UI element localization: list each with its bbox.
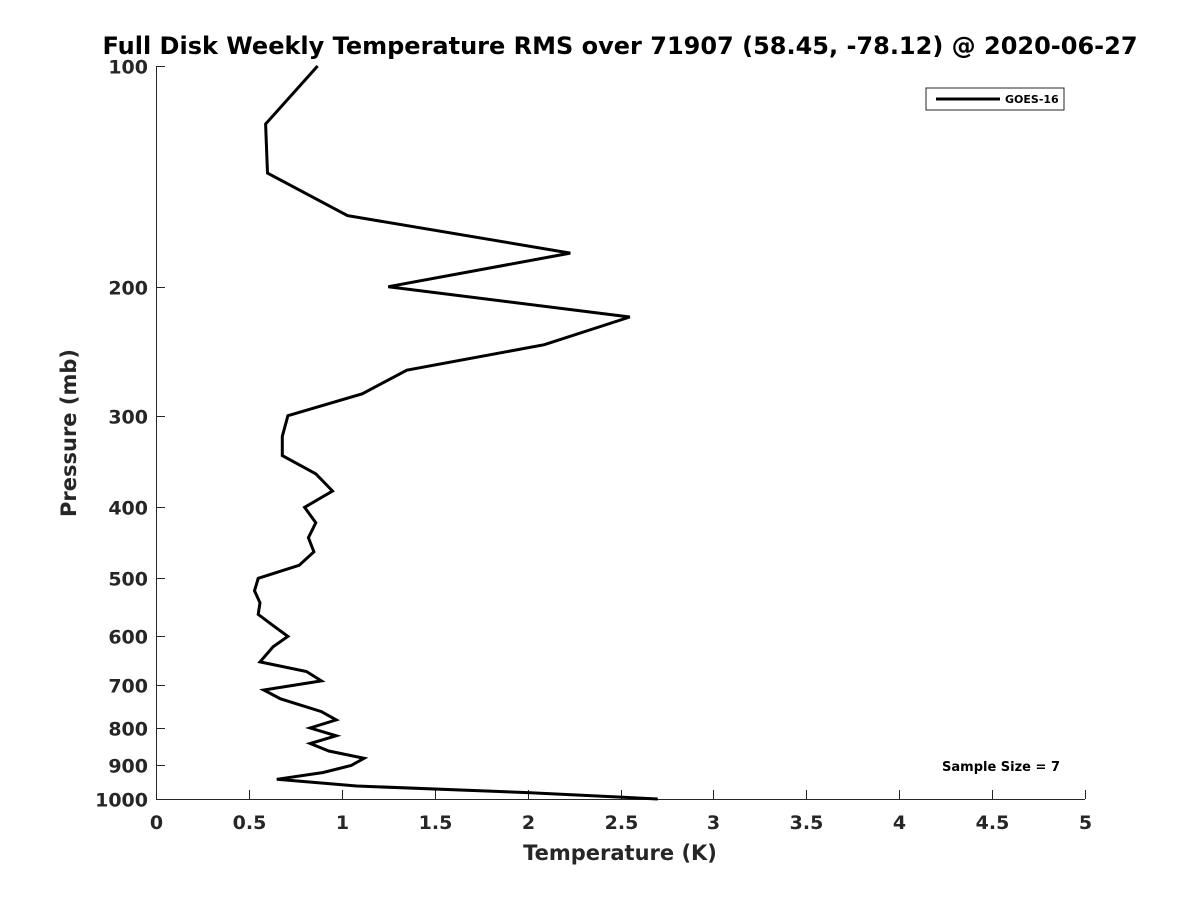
x-tick-label: 1.5 <box>419 812 453 834</box>
x-tick-label: 1 <box>336 812 349 834</box>
y-tick-label: 700 <box>108 676 148 698</box>
x-tick-label: 0.5 <box>233 812 267 834</box>
series-line-goes-16 <box>252 64 658 801</box>
x-tick-label: 4 <box>893 812 906 834</box>
y-axis-label: Pressure (mb) <box>57 349 81 517</box>
x-tick-label: 0 <box>150 812 163 834</box>
y-tick-label: 300 <box>108 407 148 429</box>
y-tick-label: 400 <box>108 498 148 520</box>
y-tick-label: 1000 <box>95 790 148 812</box>
x-tick-label: 3.5 <box>790 812 824 834</box>
x-tick-label: 4.5 <box>976 812 1010 834</box>
y-ticks: 100 200 300 400 500 600 700 800 900 1000 <box>95 57 165 812</box>
y-tick-label: 100 <box>108 57 148 79</box>
axes <box>156 66 1085 800</box>
y-tick-label: 200 <box>108 278 148 300</box>
series-layer <box>252 64 658 801</box>
x-tick-label: 2 <box>522 812 535 834</box>
x-ticks: 0 0.5 1 1.5 2 2.5 3 3.5 4 4.5 5 <box>150 790 1092 834</box>
sample-size-annotation: Sample Size = 7 <box>942 760 1060 775</box>
y-tick-label: 800 <box>108 719 148 741</box>
x-tick-label: 5 <box>1079 812 1092 834</box>
chart-title: Full Disk Weekly Temperature RMS over 71… <box>102 32 1137 60</box>
legend-label-goes-16: GOES-16 <box>1005 93 1059 106</box>
x-tick-label: 3 <box>707 812 720 834</box>
y-tick-label: 900 <box>108 756 148 778</box>
y-tick-label: 500 <box>108 569 148 591</box>
y-tick-label: 600 <box>108 627 148 649</box>
legend: GOES-16 <box>925 87 1065 111</box>
x-axis-label: Temperature (K) <box>523 841 717 865</box>
x-tick-label: 2.5 <box>605 812 639 834</box>
